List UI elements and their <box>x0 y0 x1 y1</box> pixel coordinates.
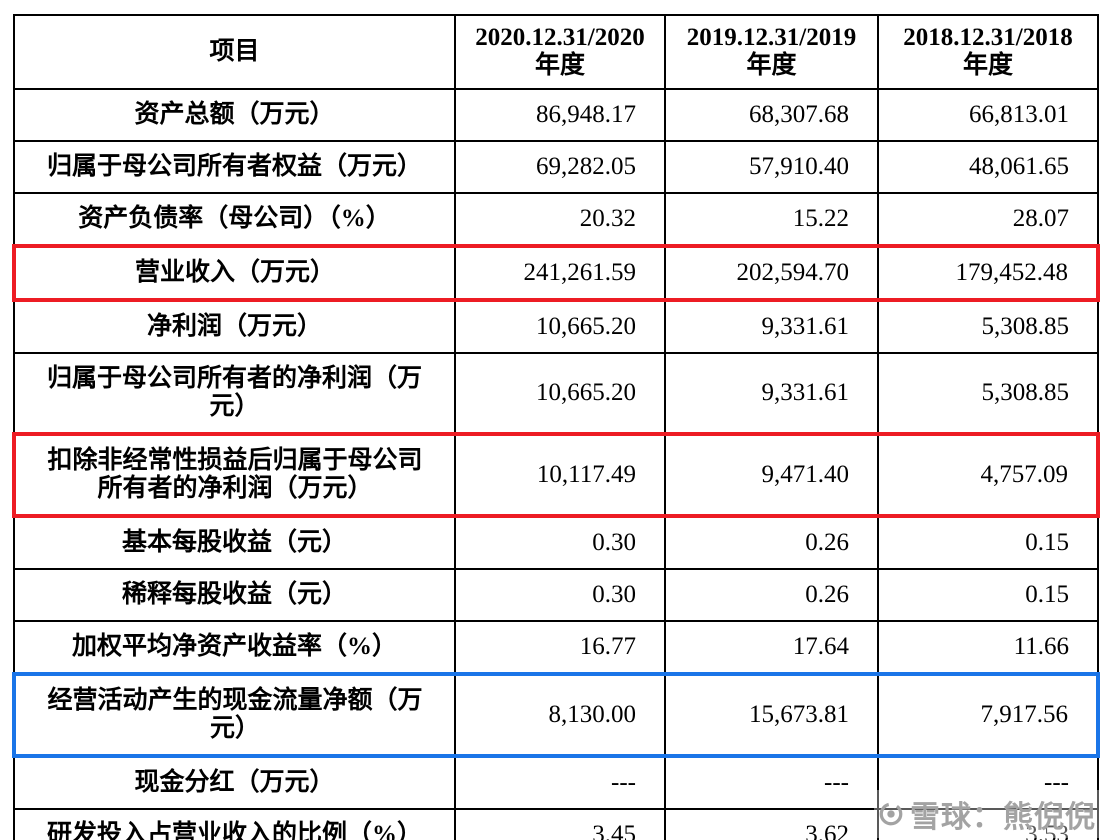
row-value: --- <box>664 755 879 810</box>
row-value: --- <box>877 755 1099 810</box>
row-item-label: 经营活动产生的现金流量净额（万元） <box>12 672 456 758</box>
row-value: 0.30 <box>454 515 666 570</box>
row-value: 28.07 <box>877 192 1099 247</box>
row-value: --- <box>454 755 666 810</box>
table-row: 稀释每股收益（元） 0.30 0.26 0.15 <box>13 568 1099 622</box>
row-value: 0.26 <box>664 568 879 622</box>
row-item-label: 稀释每股收益（元） <box>13 568 456 622</box>
table-row: 研发投入占营业收入的比例（%） 3.45 3.62 3.53 <box>13 808 1099 840</box>
row-value: 9,471.40 <box>664 432 879 518</box>
row-value: 48,061.65 <box>877 140 1099 194</box>
header-period-date: 2018.12.31/2018 <box>903 24 1073 51</box>
header-item-column: 项目 <box>13 14 456 90</box>
table-row: 净利润（万元） 10,665.20 9,331.61 5,308.85 <box>13 299 1099 354</box>
table-row: 基本每股收益（元） 0.30 0.26 0.15 <box>13 515 1099 570</box>
row-value: 11.66 <box>877 620 1099 675</box>
row-value: 3.45 <box>454 808 666 840</box>
row-value: 68,307.68 <box>664 88 879 142</box>
row-item-label: 研发投入占营业收入的比例（%） <box>13 808 456 840</box>
row-value: 16.77 <box>454 620 666 675</box>
table-row: 资产总额（万元） 86,948.17 68,307.68 66,813.01 <box>13 88 1099 142</box>
row-value: 9,331.61 <box>664 352 879 435</box>
header-period-2019: 2019.12.31/2019 年度 <box>664 14 879 90</box>
row-item-label: 加权平均净资产收益率（%） <box>13 620 456 675</box>
row-value: 241,261.59 <box>454 244 666 302</box>
row-item-label: 资产负债率（母公司）（%） <box>13 192 456 247</box>
row-value: 17.64 <box>664 620 879 675</box>
row-value: 86,948.17 <box>454 88 666 142</box>
row-value: 20.32 <box>454 192 666 247</box>
table-row: 扣除非经常性损益后归属于母公司所有者的净利润（万元） 10,117.49 9,4… <box>12 432 1100 518</box>
row-value: 66,813.01 <box>877 88 1099 142</box>
row-value: 5,308.85 <box>877 299 1099 354</box>
row-item-label: 归属于母公司所有者的净利润（万元） <box>13 352 456 435</box>
row-value: 0.26 <box>664 515 879 570</box>
row-value: 15.22 <box>664 192 879 247</box>
xueqiu-logo-icon <box>878 801 904 827</box>
table-header-row: 项目 2020.12.31/2020 年度 2019.12.31/2019 年度… <box>13 14 1099 90</box>
row-value: 3.53 <box>877 808 1099 840</box>
row-value: 202,594.70 <box>664 244 879 302</box>
financial-summary-table: 项目 2020.12.31/2020 年度 2019.12.31/2019 年度… <box>12 14 1100 840</box>
row-value: 15,673.81 <box>664 672 879 758</box>
row-item-label: 资产总额（万元） <box>13 88 456 142</box>
row-value: 57,910.40 <box>664 140 879 194</box>
row-value: 10,117.49 <box>454 432 666 518</box>
table-row: 经营活动产生的现金流量净额（万元） 8,130.00 15,673.81 7,9… <box>12 672 1100 758</box>
row-value: 4,757.09 <box>877 432 1100 518</box>
table-row: 现金分红（万元） --- --- --- <box>13 755 1099 810</box>
table-row: 加权平均净资产收益率（%） 16.77 17.64 11.66 <box>13 620 1099 675</box>
row-item-label: 扣除非经常性损益后归属于母公司所有者的净利润（万元） <box>12 432 456 518</box>
row-value: 0.15 <box>877 515 1099 570</box>
table-row: 营业收入（万元） 241,261.59 202,594.70 179,452.4… <box>12 244 1100 302</box>
header-period-date: 2020.12.31/2020 <box>475 24 645 51</box>
row-value: 10,665.20 <box>454 352 666 435</box>
row-item-label: 归属于母公司所有者权益（万元） <box>13 140 456 194</box>
row-value: 7,917.56 <box>877 672 1100 758</box>
table-body: 资产总额（万元） 86,948.17 68,307.68 66,813.01 归… <box>12 88 1100 840</box>
row-value: 69,282.05 <box>454 140 666 194</box>
header-period-suffix: 年度 <box>746 52 797 79</box>
header-period-suffix: 年度 <box>962 52 1013 79</box>
table-row: 资产负债率（母公司）（%） 20.32 15.22 28.07 <box>13 192 1099 247</box>
table-row: 归属于母公司所有者权益（万元） 69,282.05 57,910.40 48,0… <box>13 140 1099 194</box>
row-value: 0.30 <box>454 568 666 622</box>
watermark: 雪球：熊倪倪 <box>874 790 1100 838</box>
row-value: 179,452.48 <box>877 244 1100 302</box>
row-item-label: 营业收入（万元） <box>12 244 456 302</box>
page: 项目 2020.12.31/2020 年度 2019.12.31/2019 年度… <box>0 14 1108 840</box>
row-value: 10,665.20 <box>454 299 666 354</box>
header-period-2020: 2020.12.31/2020 年度 <box>454 14 666 90</box>
row-item-label: 净利润（万元） <box>13 299 456 354</box>
row-value: 3.62 <box>664 808 879 840</box>
row-value: 9,331.61 <box>664 299 879 354</box>
watermark-text: 雪球：熊倪倪 <box>910 801 1096 834</box>
table-row: 归属于母公司所有者的净利润（万元） 10,665.20 9,331.61 5,3… <box>13 352 1099 435</box>
header-period-suffix: 年度 <box>534 52 585 79</box>
row-value: 0.15 <box>877 568 1099 622</box>
row-value: 5,308.85 <box>877 352 1099 435</box>
header-period-date: 2019.12.31/2019 <box>686 24 857 51</box>
header-item-label: 项目 <box>209 38 260 65</box>
row-value: 8,130.00 <box>454 672 666 758</box>
row-item-label: 现金分红（万元） <box>13 755 456 810</box>
header-period-2018: 2018.12.31/2018 年度 <box>877 14 1099 90</box>
row-item-label: 基本每股收益（元） <box>13 515 456 570</box>
